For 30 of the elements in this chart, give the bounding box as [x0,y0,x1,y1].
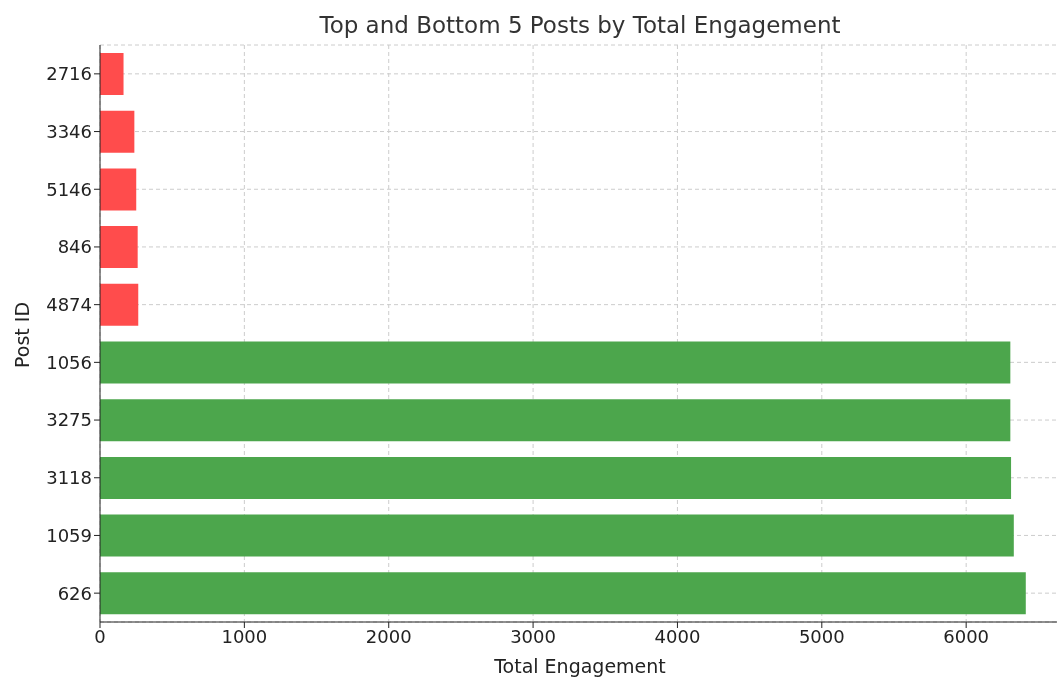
y-tick-label: 846 [57,236,92,258]
bar [100,341,1011,384]
y-tick-label: 3118 [46,467,92,489]
bar [100,399,1011,442]
bar [100,514,1014,557]
x-tick-label: 2000 [365,625,412,647]
y-tick-label: 2716 [46,63,92,85]
x-tick-label: 6000 [943,625,990,647]
bar [100,168,137,211]
y-tick-label: 3275 [46,409,92,431]
y-tick-label: 5146 [46,178,92,200]
bar [100,572,1026,615]
bar [100,283,139,326]
bar [100,110,135,153]
x-axis-title: Total Engagement [493,655,667,677]
x-tick-label: 1000 [221,625,268,647]
y-tick-label: 1056 [46,351,92,373]
y-axis-title: Post ID [11,301,33,369]
y-tick-label: 1059 [46,524,92,546]
bar [100,53,124,95]
y-tick-label: 3346 [46,120,92,142]
y-tick-label: 626 [57,582,92,604]
x-tick-label: 3000 [510,625,556,647]
x-tick-label: 5000 [798,625,845,647]
y-tick-label: 4874 [46,294,92,316]
chart-title: Top and Bottom 5 Posts by Total Engagement [318,12,842,38]
x-tick-label: 4000 [654,625,701,647]
bar [100,456,1012,499]
bar [100,226,138,269]
x-tick-label: 0 [94,625,106,647]
